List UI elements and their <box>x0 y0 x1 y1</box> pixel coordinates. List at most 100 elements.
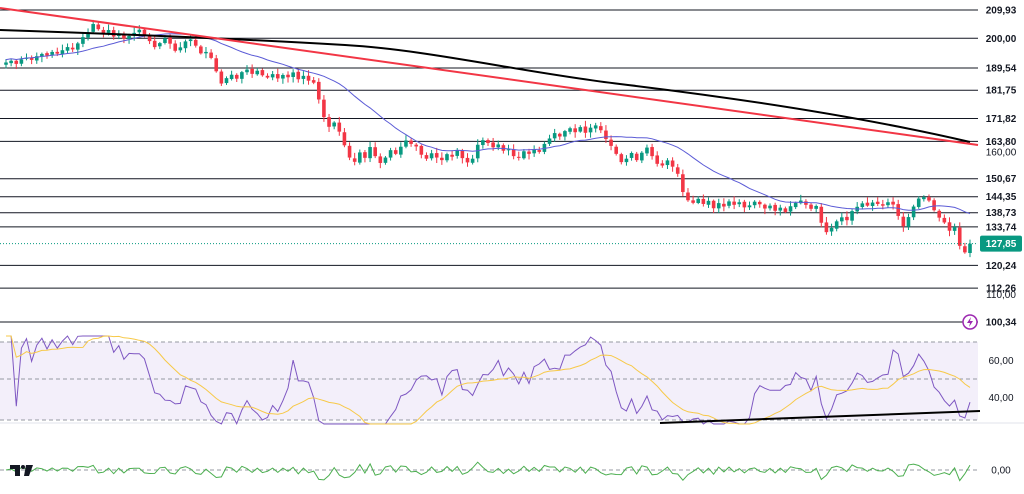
candle-body <box>440 157 444 161</box>
candle <box>609 135 613 151</box>
candle <box>96 21 101 31</box>
candle-body <box>147 35 152 42</box>
ma-long-line <box>0 29 971 143</box>
candle-body <box>40 53 44 57</box>
candle-body <box>547 138 552 144</box>
candle-body <box>424 155 429 159</box>
candle-body <box>322 99 326 118</box>
candle <box>670 157 675 172</box>
candle-body <box>481 140 485 146</box>
candle-body <box>568 128 572 132</box>
candle-body <box>947 222 952 231</box>
candle-body <box>757 201 762 205</box>
candle <box>875 197 880 207</box>
candle <box>450 150 454 161</box>
candle <box>70 43 75 53</box>
candle <box>840 212 844 226</box>
candle <box>414 142 419 151</box>
candle-body <box>19 59 24 64</box>
candle-body <box>414 144 419 147</box>
price-pane[interactable] <box>4 19 972 258</box>
candle-body <box>363 152 367 158</box>
candle <box>424 152 429 161</box>
resistance-trendline <box>0 7 979 146</box>
candle <box>722 198 726 212</box>
candle <box>947 217 952 237</box>
candle <box>352 152 357 166</box>
candle-body <box>106 30 111 33</box>
candle-body <box>783 208 788 212</box>
candle-body <box>675 167 680 174</box>
candle <box>455 148 460 159</box>
candle <box>378 153 383 169</box>
candle <box>727 199 731 209</box>
candle-body <box>516 156 521 158</box>
candle-body <box>681 174 685 193</box>
candle-body <box>896 204 901 216</box>
candle <box>537 146 542 154</box>
candle-body <box>168 37 172 44</box>
candle <box>342 128 347 148</box>
candle-body <box>193 39 198 46</box>
momentum-line <box>5 461 971 482</box>
candle-body <box>409 140 413 144</box>
candle-body <box>850 211 854 221</box>
candle-body <box>798 200 803 204</box>
candle <box>481 137 485 149</box>
candle-body <box>455 150 460 156</box>
candle <box>204 47 208 59</box>
candle-body <box>691 200 695 203</box>
candle-body <box>522 151 526 159</box>
candle <box>768 203 772 211</box>
candle-body <box>860 203 865 208</box>
candle <box>419 144 424 159</box>
candle-body <box>219 71 224 84</box>
candle <box>229 70 234 81</box>
candle-body <box>901 216 906 227</box>
candle <box>306 70 311 85</box>
candle-body <box>214 58 219 72</box>
last-price-label: 127,85 <box>986 239 1017 250</box>
candle <box>199 44 203 55</box>
candle-body <box>937 210 942 218</box>
candle-body <box>670 160 675 167</box>
candle-body <box>927 197 931 201</box>
candle-body <box>163 38 167 43</box>
momentum-pane: 0,00 <box>0 461 1011 482</box>
candle <box>675 163 680 177</box>
candle-body <box>588 127 593 133</box>
candle <box>19 56 24 67</box>
candle <box>747 201 752 210</box>
candle-body <box>234 74 239 79</box>
candle <box>942 214 947 224</box>
candle <box>14 59 19 70</box>
candle <box>178 42 183 53</box>
candle <box>896 199 901 220</box>
candle-body <box>747 205 752 208</box>
candle-body <box>45 53 49 56</box>
candle <box>629 151 634 161</box>
candle <box>804 199 808 209</box>
candle <box>599 122 603 134</box>
candle <box>152 36 157 50</box>
candle-body <box>327 117 331 127</box>
candle-body <box>173 43 178 51</box>
candle <box>916 196 921 209</box>
candle-body <box>609 139 613 146</box>
candle-body <box>301 75 306 79</box>
candle <box>486 138 490 146</box>
level-price-label: 209,93 <box>986 6 1017 17</box>
last-price-tag-bg <box>980 235 1022 252</box>
candle <box>563 129 567 141</box>
candle-body <box>865 202 870 206</box>
candle <box>578 125 583 133</box>
candle <box>937 209 942 222</box>
candle-body <box>404 140 408 147</box>
candle-body <box>368 147 372 159</box>
candle <box>870 199 875 211</box>
candle-body <box>870 202 875 206</box>
level-price-label: 200,00 <box>986 34 1017 45</box>
candle <box>860 201 865 210</box>
candle <box>358 149 362 165</box>
